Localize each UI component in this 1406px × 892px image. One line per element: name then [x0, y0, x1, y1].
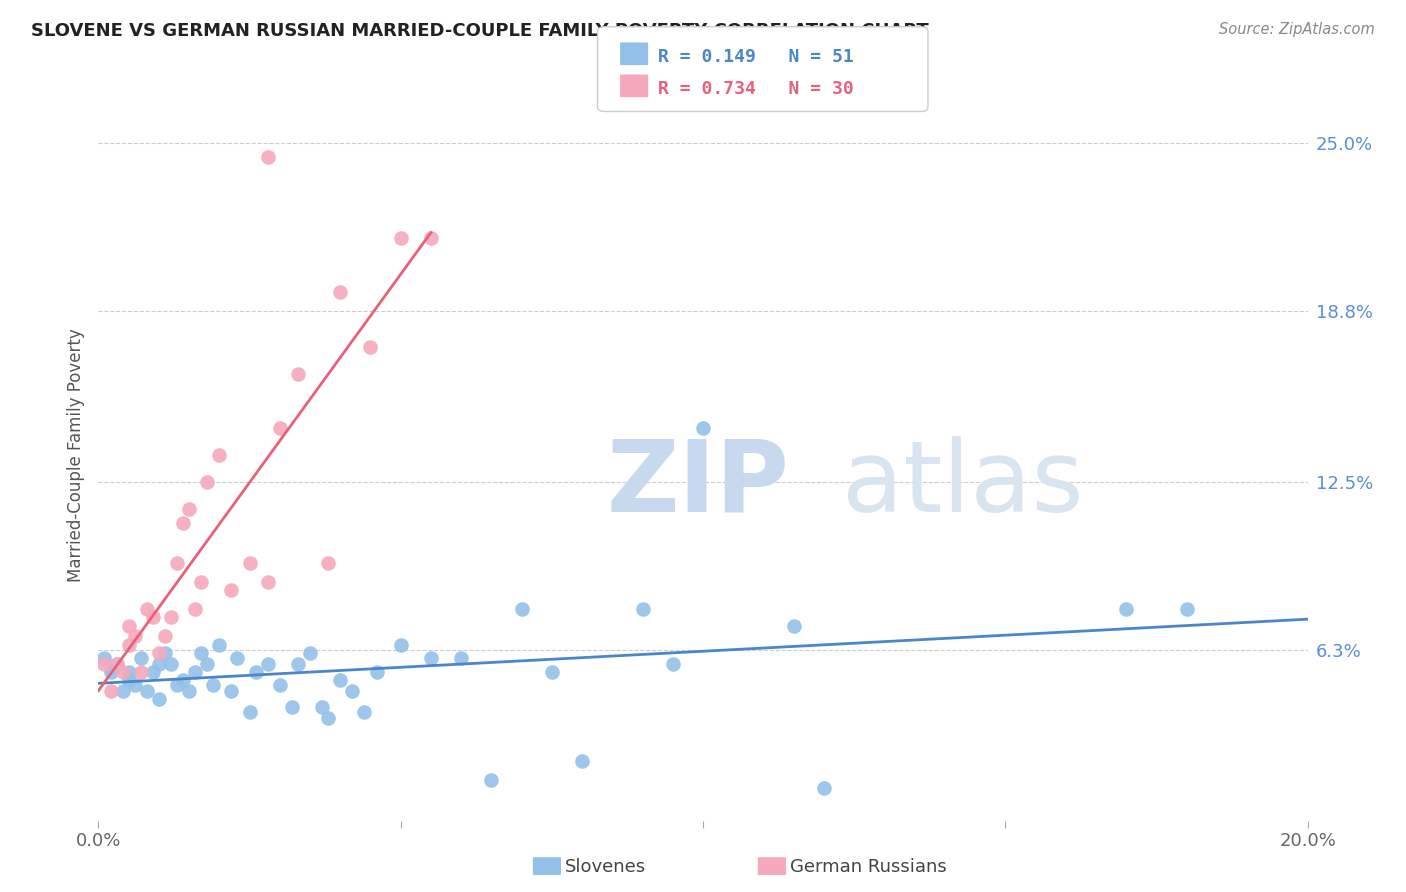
Point	[316, 556, 339, 570]
Point	[153, 629, 176, 643]
Point	[692, 421, 714, 435]
Text: R = 0.734   N = 30: R = 0.734 N = 30	[658, 80, 853, 98]
Point	[366, 665, 388, 679]
Point	[93, 657, 115, 671]
Point	[1175, 602, 1198, 616]
Text: Source: ZipAtlas.com: Source: ZipAtlas.com	[1219, 22, 1375, 37]
Point	[190, 575, 212, 590]
Point	[256, 657, 278, 671]
Point	[100, 665, 122, 679]
Point	[124, 629, 146, 643]
Text: R = 0.149   N = 51: R = 0.149 N = 51	[658, 48, 853, 66]
Point	[195, 657, 218, 671]
Point	[389, 638, 412, 652]
Point	[148, 691, 170, 706]
Point	[129, 651, 152, 665]
Text: SLOVENE VS GERMAN RUSSIAN MARRIED-COUPLE FAMILY POVERTY CORRELATION CHART: SLOVENE VS GERMAN RUSSIAN MARRIED-COUPLE…	[31, 22, 929, 40]
Point	[256, 150, 278, 164]
Point	[239, 706, 262, 720]
Point	[342, 683, 364, 698]
Text: atlas: atlas	[842, 435, 1084, 533]
Point	[208, 448, 231, 462]
Point	[135, 683, 157, 698]
Point	[269, 678, 291, 692]
Point	[269, 421, 291, 435]
Point	[105, 657, 128, 671]
Point	[148, 646, 170, 660]
Point	[118, 673, 141, 687]
Point	[311, 699, 333, 714]
Point	[190, 646, 212, 660]
Point	[420, 231, 443, 245]
Point	[631, 602, 654, 616]
Text: ZIP: ZIP	[606, 435, 789, 533]
Point	[142, 665, 165, 679]
Point	[100, 683, 122, 698]
Point	[142, 610, 165, 624]
Point	[208, 638, 231, 652]
Point	[221, 683, 243, 698]
Point	[299, 646, 322, 660]
Point	[239, 556, 262, 570]
Point	[118, 618, 141, 632]
Text: German Russians: German Russians	[790, 858, 946, 876]
Point	[153, 646, 176, 660]
Point	[184, 602, 207, 616]
Point	[179, 683, 201, 698]
Point	[256, 575, 278, 590]
Point	[105, 657, 128, 671]
Point	[221, 583, 243, 598]
Point	[661, 657, 683, 671]
Point	[184, 665, 207, 679]
Point	[389, 231, 412, 245]
Point	[166, 678, 188, 692]
Point	[135, 602, 157, 616]
Point	[316, 711, 339, 725]
Point	[160, 657, 183, 671]
Point	[353, 706, 375, 720]
Point	[179, 502, 201, 516]
Point	[129, 665, 152, 679]
Point	[1115, 602, 1137, 616]
Point	[360, 340, 382, 354]
Point	[783, 618, 806, 632]
Point	[124, 678, 146, 692]
Point	[160, 610, 183, 624]
Point	[93, 651, 115, 665]
Point	[287, 367, 309, 381]
Point	[481, 772, 503, 787]
Point	[510, 602, 533, 616]
Y-axis label: Married-Couple Family Poverty: Married-Couple Family Poverty	[66, 328, 84, 582]
Point	[202, 678, 225, 692]
Point	[111, 683, 134, 698]
Point	[118, 638, 141, 652]
Point	[172, 516, 194, 530]
Point	[287, 657, 309, 671]
Text: Slovenes: Slovenes	[565, 858, 647, 876]
Point	[329, 673, 352, 687]
Point	[245, 665, 267, 679]
Point	[813, 781, 835, 796]
Point	[226, 651, 249, 665]
Point	[148, 657, 170, 671]
Point	[118, 665, 141, 679]
Point	[195, 475, 218, 489]
Point	[172, 673, 194, 687]
Point	[111, 665, 134, 679]
Point	[281, 699, 304, 714]
Point	[571, 754, 593, 768]
Point	[450, 651, 472, 665]
Point	[329, 285, 352, 300]
Point	[420, 651, 443, 665]
Point	[540, 665, 562, 679]
Point	[166, 556, 188, 570]
